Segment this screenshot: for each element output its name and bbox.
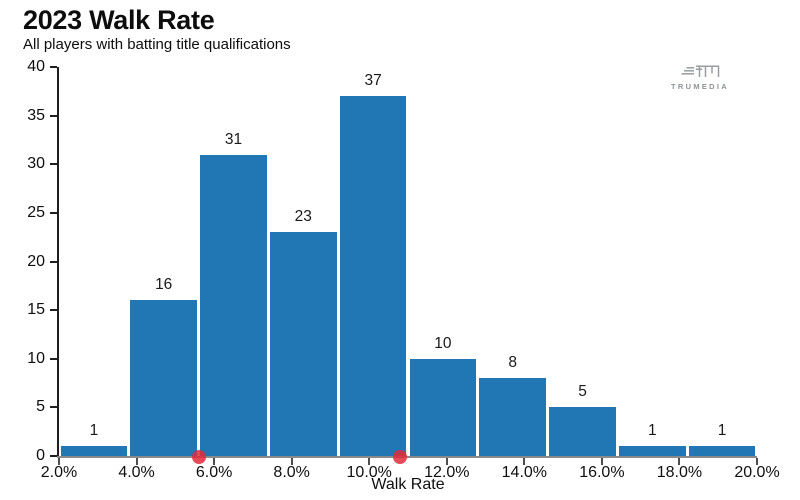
trumedia-logo-icon: [681, 65, 720, 77]
bar-value-label: 1: [717, 422, 727, 440]
y-axis-tick-label: 20: [27, 252, 45, 270]
bar-value-label: 1: [89, 422, 99, 440]
y-axis-tick-label: 40: [27, 58, 45, 75]
y-axis-tick-label: 10: [27, 349, 45, 367]
histogram-bar: [549, 407, 616, 456]
histogram-bar: [269, 232, 337, 456]
y-axis-tick-label: 30: [27, 155, 45, 173]
x-axis-tick-label: 6.0%: [195, 464, 233, 481]
y-axis-tick: [50, 406, 57, 409]
trumedia-logo: TRUMEDIA: [650, 62, 750, 91]
y-axis-tick-label: 5: [36, 398, 45, 416]
x-axis-tick: [600, 458, 603, 465]
bar-value-label: 37: [364, 72, 382, 90]
x-axis-tick: [290, 458, 293, 465]
x-axis-tick: [135, 458, 138, 465]
histogram-bar: [688, 446, 756, 456]
chart-header: 2023 Walk Rate All players with batting …: [23, 5, 291, 54]
bar-value-label: 1: [647, 422, 657, 440]
histogram-bar: [618, 446, 686, 456]
trumedia-logo-text: TRUMEDIA: [671, 82, 729, 91]
y-axis-line: [57, 67, 59, 456]
y-axis-tick: [50, 211, 57, 214]
x-axis-tick: [523, 458, 526, 465]
x-axis-tick: [213, 458, 216, 465]
histogram-bar: [479, 378, 547, 456]
y-axis-tick-label: 35: [27, 106, 45, 124]
x-axis-tick-label: 4.0%: [118, 464, 155, 481]
x-axis-tick-label: 18.0%: [656, 464, 703, 481]
y-axis-tick: [50, 309, 57, 312]
x-axis-tick: [756, 458, 758, 465]
y-axis-tick: [50, 455, 57, 457]
x-axis-tick: [368, 458, 371, 465]
x-axis-tick-label: 20.0%: [734, 464, 780, 481]
y-axis-tick: [50, 163, 57, 166]
bar-value-label: 10: [434, 334, 452, 352]
bar-value-label: 5: [578, 383, 587, 401]
marker-dot: [191, 450, 206, 464]
histogram-bar: [60, 446, 128, 456]
bar-value-label: 16: [155, 276, 173, 294]
y-axis-tick-label: 15: [27, 301, 45, 319]
x-axis-tick-label: 12.0%: [424, 464, 470, 481]
bar-value-label: 31: [224, 130, 243, 148]
histogram-bar: [130, 300, 198, 456]
histogram-bar: [339, 96, 407, 456]
y-axis-tick: [50, 66, 57, 68]
x-axis-tick: [678, 458, 681, 465]
y-axis-tick: [50, 260, 57, 263]
x-axis-tick: [58, 458, 60, 465]
chart-subtitle: All players with batting title qualifica…: [23, 36, 291, 53]
chart-title: 2023 Walk Rate: [23, 5, 215, 35]
x-axis-tick-label: 14.0%: [501, 464, 548, 481]
histogram-bar: [200, 154, 267, 456]
y-axis-tick: [50, 114, 57, 117]
x-axis-tick-label: 8.0%: [273, 464, 310, 481]
y-axis-tick: [50, 357, 57, 360]
x-axis-tick: [445, 458, 448, 465]
plot-area: 1 16 31 23 37 10 8 5 1 1 0 5 10 15 20 25 30 35 40 2.0% 4.0% 6…: [27, 58, 779, 481]
bar-value-label: 23: [294, 208, 312, 226]
x-axis-tick-label: 10.0%: [346, 464, 392, 481]
y-axis-tick-label: 0: [36, 447, 45, 464]
marker-dot: [393, 450, 408, 464]
x-axis-tick-label: 2.0%: [40, 464, 78, 481]
y-axis-tick-label: 25: [27, 203, 45, 221]
histogram-bar: [409, 358, 477, 456]
bar-value-label: 8: [508, 354, 517, 372]
x-axis-tick-label: 16.0%: [579, 464, 625, 481]
x-axis-title: Walk Rate: [371, 476, 445, 493]
